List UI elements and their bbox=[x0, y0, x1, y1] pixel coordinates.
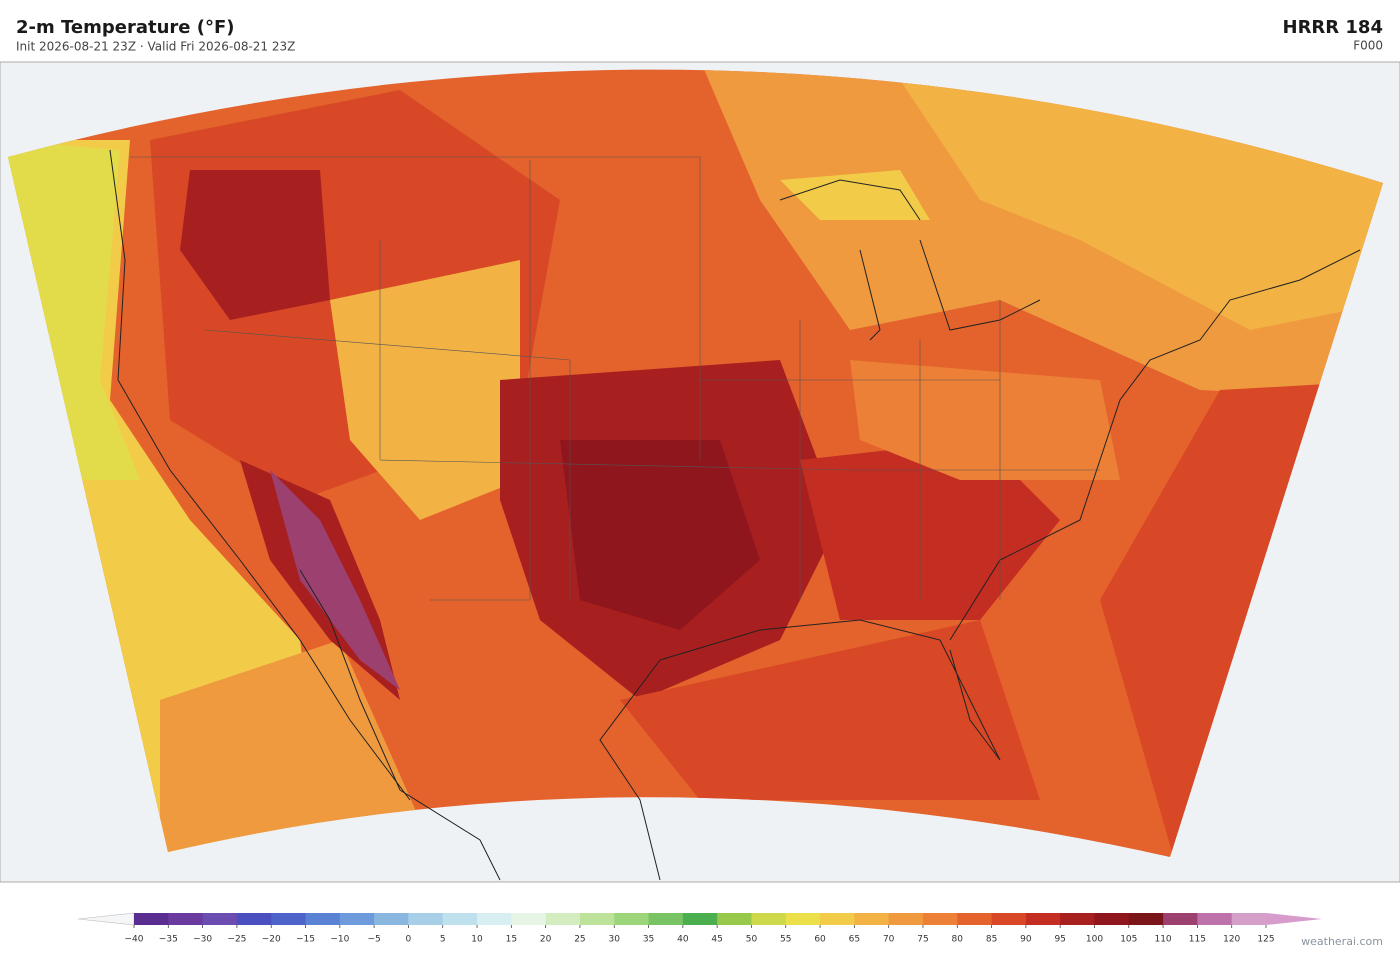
colorbar-segment bbox=[1197, 913, 1233, 925]
colorbar-segment bbox=[236, 913, 272, 925]
colorbar-under bbox=[77, 912, 135, 926]
colorbar-tick-label: 50 bbox=[746, 935, 758, 945]
colorbar-tick-label: 45 bbox=[711, 935, 722, 945]
colorbar-segment bbox=[888, 913, 924, 925]
subtitle: Init 2026-08-21 23Z · Valid Fri 2026-08-… bbox=[16, 40, 295, 54]
colorbar-tick-label: 25 bbox=[574, 935, 585, 945]
colorbar-segment bbox=[854, 913, 890, 925]
colorbar-tick-label: 60 bbox=[814, 935, 826, 945]
model-label: HRRR 184 bbox=[1283, 17, 1384, 38]
colorbar-tick-label: −10 bbox=[330, 935, 349, 945]
colorbar-tick-label: 55 bbox=[780, 935, 791, 945]
colorbar-segment bbox=[202, 913, 238, 925]
colorbar-tick-label: 85 bbox=[986, 935, 997, 945]
colorbar-segment bbox=[1094, 913, 1130, 925]
colorbar-tick-label: 40 bbox=[677, 935, 689, 945]
colorbar-tick-label: 30 bbox=[609, 935, 621, 945]
colorbar-tick-label: −5 bbox=[367, 935, 380, 945]
title: 2-m Temperature (°F) bbox=[16, 17, 235, 38]
colorbar-tick-label: −30 bbox=[193, 935, 212, 945]
colorbar-tick-label: 65 bbox=[849, 935, 860, 945]
colorbar-segment bbox=[511, 913, 547, 925]
colorbar-tick-label: 95 bbox=[1054, 935, 1065, 945]
colorbar-tick-label: 15 bbox=[506, 935, 517, 945]
colorbar-tick-label: −20 bbox=[262, 935, 281, 945]
colorbar-tick-label: −35 bbox=[159, 935, 178, 945]
colorbar-segment bbox=[785, 913, 821, 925]
colorbar-tick-label: 0 bbox=[406, 935, 412, 945]
colorbar-tick-label: 80 bbox=[952, 935, 964, 945]
colorbar-tick-label: 105 bbox=[1120, 935, 1137, 945]
colorbar-tick-label: 5 bbox=[440, 935, 446, 945]
colorbar-segment bbox=[1128, 913, 1164, 925]
colorbar-segment bbox=[1231, 913, 1267, 925]
state-borders bbox=[130, 156, 1100, 601]
colorbar-tick-label: 70 bbox=[883, 935, 895, 945]
colorbar-segment bbox=[579, 913, 615, 925]
map bbox=[0, 61, 1400, 883]
colorbar-segment bbox=[682, 913, 718, 925]
credit: weatherai.com bbox=[1301, 935, 1383, 948]
colorbar-tick-label: 75 bbox=[917, 935, 928, 945]
colorbar-tick-label: −40 bbox=[125, 935, 144, 945]
colorbar-segment bbox=[442, 913, 478, 925]
colorbar-segment bbox=[339, 913, 375, 925]
colorbar-segment bbox=[717, 913, 752, 925]
colorbar-segment bbox=[374, 913, 409, 925]
colorbar-segment bbox=[408, 913, 444, 925]
colorbar-segment bbox=[305, 913, 341, 925]
colorbar-segment bbox=[134, 913, 169, 925]
colorbar-segment bbox=[477, 913, 512, 925]
colorbar-tick-label: 125 bbox=[1257, 935, 1274, 945]
colorbar-tick-label: 20 bbox=[540, 935, 552, 945]
colorbar-segment bbox=[545, 913, 581, 925]
colorbar-tick-label: 120 bbox=[1223, 935, 1240, 945]
colorbar-tick-label: 90 bbox=[1020, 935, 1032, 945]
colorbar-tick-label: 10 bbox=[471, 935, 483, 945]
colorbar-segment bbox=[648, 913, 684, 925]
coastlines bbox=[109, 149, 1361, 881]
colorbar-tick-label: −25 bbox=[227, 935, 246, 945]
colorbar-over bbox=[1266, 913, 1322, 925]
colorbar-segment bbox=[751, 913, 787, 925]
forecast-hour: F000 bbox=[1353, 39, 1383, 53]
colorbar-segment bbox=[820, 913, 855, 925]
colorbar-segment bbox=[957, 913, 993, 925]
colorbar-tick-label: 35 bbox=[643, 935, 654, 945]
colorbar-segment bbox=[1025, 913, 1061, 925]
colorbar-segment bbox=[271, 913, 307, 925]
colorbar-segment bbox=[922, 913, 958, 925]
colorbar-segment bbox=[614, 913, 650, 925]
colorbar-segment bbox=[168, 913, 204, 925]
colorbar-segment bbox=[1060, 913, 1095, 925]
colorbar-segment bbox=[991, 913, 1027, 925]
colorbar-tick-label: 110 bbox=[1154, 935, 1171, 945]
colorbar: −40 −35 −30 −25 −20 −15 −10 −5 0 5 10 15 20 25 30 35 40 4… bbox=[77, 912, 1322, 945]
colorbar-tick-label: 100 bbox=[1086, 935, 1103, 945]
colorbar-tick-label: 115 bbox=[1189, 935, 1206, 945]
colorbar-segment bbox=[1163, 913, 1198, 925]
colorbar-tick-label: −15 bbox=[296, 935, 315, 945]
